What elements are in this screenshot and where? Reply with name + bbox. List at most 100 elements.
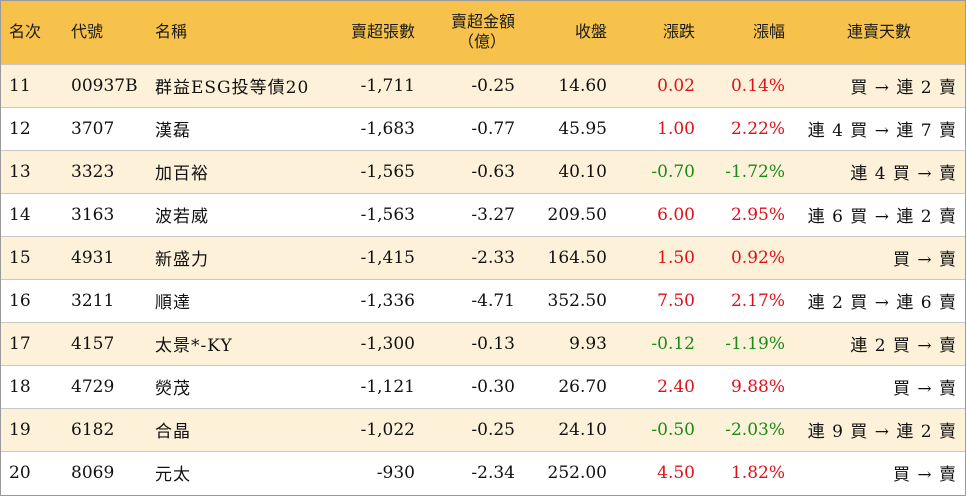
table-row: 14 3163 波若威 -1,563 -3.27 209.50 6.00 2.95% 連 6 買… xyxy=(1,192,965,236)
cell-rank: 18 xyxy=(1,364,63,408)
cell-change: 7.50 xyxy=(615,278,703,322)
cell-streak: 買 → 賣 xyxy=(793,235,965,279)
cell-sell-amount: -0.13 xyxy=(423,321,523,365)
cell-code: 4729 xyxy=(63,364,147,408)
cell-streak: 連 2 買 → 連 6 賣 xyxy=(793,278,965,322)
cell-close: 9.93 xyxy=(523,321,615,365)
cell-code: 3323 xyxy=(63,149,147,193)
cell-name: 加百裕 xyxy=(147,149,321,193)
cell-close: 24.10 xyxy=(523,407,615,451)
table-row: 18 4729 熒茂 -1,121 -0.30 26.70 2.40 9.88% 買 → 賣 xyxy=(1,364,965,408)
cell-close: 26.70 xyxy=(523,364,615,408)
table-row: 17 4157 太景*-KY -1,300 -0.13 9.93 -0.12 -1.19% 連 … xyxy=(1,321,965,365)
cell-change: 4.50 xyxy=(615,450,703,494)
cell-sell-lots: -1,336 xyxy=(321,278,423,322)
cell-sell-lots: -1,022 xyxy=(321,407,423,451)
cell-change: 2.40 xyxy=(615,364,703,408)
cell-streak: 連 2 買 → 賣 xyxy=(793,321,965,365)
table-row: 13 3323 加百裕 -1,565 -0.63 40.10 -0.70 -1.72% 連 4 … xyxy=(1,149,965,193)
cell-code: 3163 xyxy=(63,192,147,236)
cell-code: 4931 xyxy=(63,235,147,279)
cell-sell-lots: -930 xyxy=(321,450,423,494)
cell-name: 太景*-KY xyxy=(147,321,321,365)
header-sell-lots: 賣超張數 xyxy=(350,22,415,42)
cell-change-pct: -1.72% xyxy=(703,149,793,193)
header-sell-amount: 賣超金額 （億） xyxy=(423,1,523,64)
cell-change: 1.00 xyxy=(615,106,703,150)
cell-change: -0.70 xyxy=(615,149,703,193)
cell-change-pct: 1.82% xyxy=(703,450,793,494)
cell-change-pct: 2.95% xyxy=(703,192,793,236)
cell-name: 熒茂 xyxy=(147,364,321,408)
cell-change-pct: 2.17% xyxy=(703,278,793,322)
header-sell-amount-line1: 賣超金額 xyxy=(450,12,515,32)
cell-streak: 買 → 連 2 賣 xyxy=(793,63,965,107)
cell-sell-amount: -0.25 xyxy=(423,63,523,107)
cell-close: 252.00 xyxy=(523,450,615,494)
cell-streak: 連 4 買 → 賣 xyxy=(793,149,965,193)
cell-close: 209.50 xyxy=(523,192,615,236)
cell-change: 0.02 xyxy=(615,63,703,107)
cell-sell-amount: -0.77 xyxy=(423,106,523,150)
cell-sell-lots: -1,565 xyxy=(321,149,423,193)
table-header-row: 名次 代號 名稱 賣超張數 賣超金額 （億） 收盤 漲跌 漲幅 連賣天數 xyxy=(1,1,965,64)
cell-sell-amount: -0.63 xyxy=(423,149,523,193)
cell-code: 00937B xyxy=(63,63,147,107)
cell-name: 群益ESG投等債20 xyxy=(147,63,321,107)
cell-close: 164.50 xyxy=(523,235,615,279)
cell-close: 40.10 xyxy=(523,149,615,193)
cell-change: -0.12 xyxy=(615,321,703,365)
cell-sell-amount: -0.30 xyxy=(423,364,523,408)
cell-change-pct: 2.22% xyxy=(703,106,793,150)
cell-change-pct: 0.14% xyxy=(703,63,793,107)
cell-rank: 11 xyxy=(1,63,63,107)
header-name: 名稱 xyxy=(155,22,188,42)
cell-name: 新盛力 xyxy=(147,235,321,279)
cell-code: 3211 xyxy=(63,278,147,322)
cell-sell-lots: -1,563 xyxy=(321,192,423,236)
cell-streak: 連 4 買 → 連 7 賣 xyxy=(793,106,965,150)
cell-sell-lots: -1,415 xyxy=(321,235,423,279)
cell-rank: 15 xyxy=(1,235,63,279)
table-row: 11 00937B 群益ESG投等債20 -1,711 -0.25 14.60 0.02 0.… xyxy=(1,63,965,107)
cell-name: 漢磊 xyxy=(147,106,321,150)
cell-streak: 買 → 賣 xyxy=(793,364,965,408)
cell-sell-amount: -2.34 xyxy=(423,450,523,494)
cell-rank: 12 xyxy=(1,106,63,150)
cell-rank: 17 xyxy=(1,321,63,365)
cell-code: 4157 xyxy=(63,321,147,365)
cell-rank: 13 xyxy=(1,149,63,193)
cell-change: -0.50 xyxy=(615,407,703,451)
cell-name: 順達 xyxy=(147,278,321,322)
table-row: 12 3707 漢磊 -1,683 -0.77 45.95 1.00 2.22% 連 4 買 →… xyxy=(1,106,965,150)
cell-rank: 14 xyxy=(1,192,63,236)
cell-rank: 20 xyxy=(1,450,63,494)
table-row: 15 4931 新盛力 -1,415 -2.33 164.50 1.50 0.92% 買 → 賣 xyxy=(1,235,965,279)
cell-change-pct: 9.88% xyxy=(703,364,793,408)
header-change-pct: 漲幅 xyxy=(752,22,785,42)
cell-change-pct: -2.03% xyxy=(703,407,793,451)
cell-change: 1.50 xyxy=(615,235,703,279)
cell-change: 6.00 xyxy=(615,192,703,236)
cell-sell-amount: -4.71 xyxy=(423,278,523,322)
cell-streak: 連 9 買 → 連 2 賣 xyxy=(793,407,965,451)
cell-streak: 買 → 賣 xyxy=(793,450,965,494)
header-change: 漲跌 xyxy=(662,22,695,42)
cell-change-pct: -1.19% xyxy=(703,321,793,365)
cell-rank: 19 xyxy=(1,407,63,451)
table-row: 20 8069 元太 -930 -2.34 252.00 4.50 1.82% 買 → 賣 xyxy=(1,450,965,494)
header-code: 代號 xyxy=(71,22,104,42)
cell-code: 3707 xyxy=(63,106,147,150)
table-row: 16 3211 順達 -1,336 -4.71 352.50 7.50 2.17% 連 2 買 … xyxy=(1,278,965,322)
header-close: 收盤 xyxy=(574,22,607,42)
table-row: 19 6182 合晶 -1,022 -0.25 24.10 -0.50 -2.03% 連 9 買… xyxy=(1,407,965,451)
cell-close: 45.95 xyxy=(523,106,615,150)
cell-streak: 連 6 買 → 連 2 賣 xyxy=(793,192,965,236)
cell-code: 8069 xyxy=(63,450,147,494)
cell-rank: 16 xyxy=(1,278,63,322)
cell-close: 14.60 xyxy=(523,63,615,107)
cell-sell-lots: -1,121 xyxy=(321,364,423,408)
header-sell-amount-line2: （億） xyxy=(457,32,506,52)
